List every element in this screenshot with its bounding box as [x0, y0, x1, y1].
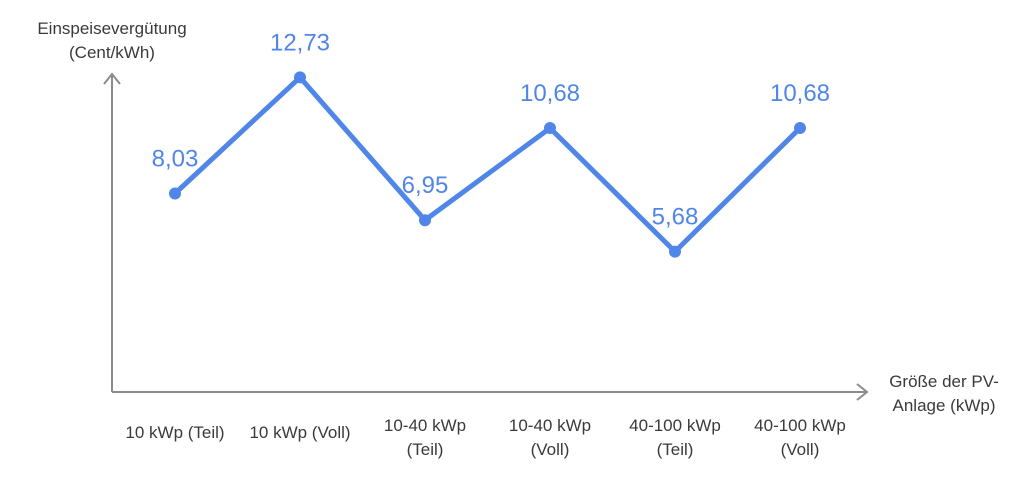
y-axis-title-line-2: (Cent/kWh): [69, 43, 155, 62]
data-label: 10,68: [520, 80, 580, 107]
y-axis-title-line-1: Einspeisevergütung: [37, 19, 186, 38]
data-point: [669, 245, 681, 258]
data-label: 6,95: [402, 172, 449, 199]
x-axis-arrow: [856, 383, 869, 401]
axes: [103, 72, 869, 401]
x-tick-label: 40-100 kWp (Voll): [754, 416, 846, 459]
x-axis-title-line-1: Größe der PV-: [889, 372, 999, 391]
data-point: [544, 122, 556, 135]
data-point: [794, 122, 806, 135]
y-axis-title: Einspeisevergütung (Cent/kWh): [37, 19, 186, 62]
data-label: 5,68: [652, 204, 699, 231]
x-tick-labels: 10 kWp (Teil) 10 kWp (Voll) 10-40 kWp (Teil…: [125, 416, 845, 459]
data-point: [294, 71, 306, 84]
x-axis-title-line-2: Anlage (kWp): [893, 396, 996, 415]
data-label: 12,73: [270, 29, 330, 56]
x-tick-label: 10 kWp (Voll): [249, 423, 350, 442]
x-tick-label: 10 kWp (Teil): [125, 423, 224, 442]
y-axis-arrow: [103, 72, 121, 85]
plot-area: 8,03 12,73 6,95 10,68 5,68 10,68: [152, 29, 830, 258]
series-line: [172, 74, 803, 255]
data-label: 8,03: [152, 146, 199, 173]
x-tick-label: 10-40 kWp (Voll): [509, 416, 591, 459]
data-point: [169, 187, 181, 200]
x-axis-title: Größe der PV- Anlage (kWp): [889, 372, 999, 415]
x-tick-label: 40-100 kWp (Teil): [629, 416, 721, 459]
data-point: [419, 214, 431, 227]
x-tick-label: 10-40 kWp (Teil): [384, 416, 466, 459]
data-label: 10,68: [770, 80, 830, 107]
